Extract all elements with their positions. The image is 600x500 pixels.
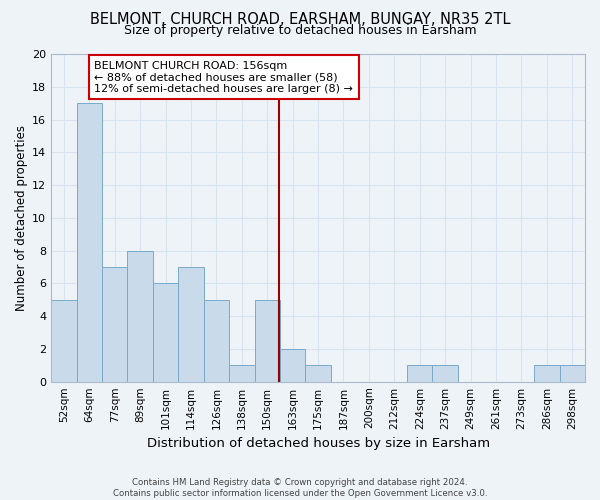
Text: BELMONT CHURCH ROAD: 156sqm
← 88% of detached houses are smaller (58)
12% of sem: BELMONT CHURCH ROAD: 156sqm ← 88% of det… [94,60,353,94]
Bar [433,366,458,382]
Bar [229,366,254,382]
X-axis label: Distribution of detached houses by size in Earsham: Distribution of detached houses by size … [146,437,490,450]
Text: BELMONT, CHURCH ROAD, EARSHAM, BUNGAY, NR35 2TL: BELMONT, CHURCH ROAD, EARSHAM, BUNGAY, N… [90,12,510,28]
Bar [407,366,433,382]
Y-axis label: Number of detached properties: Number of detached properties [15,125,28,311]
Bar [178,267,203,382]
Bar [153,284,178,382]
Bar [560,366,585,382]
Bar [127,250,153,382]
Bar [534,366,560,382]
Bar [280,349,305,382]
Bar [102,267,127,382]
Text: Contains HM Land Registry data © Crown copyright and database right 2024.
Contai: Contains HM Land Registry data © Crown c… [113,478,487,498]
Bar [254,300,280,382]
Bar [51,300,77,382]
Text: Size of property relative to detached houses in Earsham: Size of property relative to detached ho… [124,24,476,37]
Bar [77,103,102,382]
Bar [203,300,229,382]
Bar [305,366,331,382]
